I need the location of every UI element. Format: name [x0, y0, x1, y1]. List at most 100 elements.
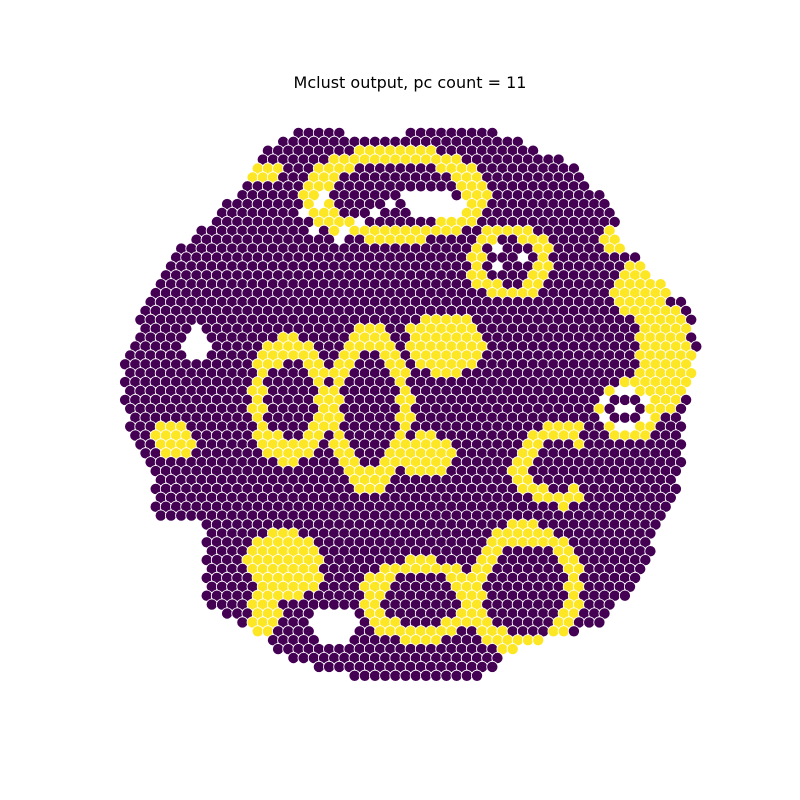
- spot-179: [435, 180, 448, 193]
- spot-1442: [669, 411, 682, 424]
- spot-1438: [618, 411, 631, 424]
- spot-1490: [603, 420, 616, 433]
- spot-208: [389, 189, 402, 202]
- spot-324: [608, 215, 621, 228]
- spot-524: [481, 260, 494, 273]
- spot-363: [603, 224, 616, 237]
- spot-1174: [685, 367, 698, 380]
- spot-4: [333, 126, 346, 139]
- spot-337: [328, 224, 341, 237]
- spot-2518: [302, 625, 315, 638]
- spot-2407: [618, 589, 631, 602]
- spot-2635: [419, 669, 432, 682]
- spot-849: [685, 313, 698, 326]
- scatter-points: [119, 126, 703, 682]
- spot-239: [394, 198, 407, 211]
- spot-404: [608, 233, 621, 246]
- spot-960: [170, 340, 183, 353]
- spot-176: [404, 180, 417, 193]
- spot-299: [343, 215, 356, 228]
- spot-1549: [669, 429, 682, 442]
- spot-1603: [675, 438, 688, 451]
- spot-2589: [287, 652, 300, 665]
- spot-2481: [598, 607, 611, 620]
- spot-2016: [654, 509, 667, 522]
- spot-854: [180, 322, 193, 335]
- spot-64: [527, 144, 540, 157]
- spot-1969: [175, 509, 188, 522]
- spot-178: [425, 180, 438, 193]
- spot-1330: [588, 393, 601, 406]
- spot-2588: [506, 643, 519, 656]
- spot-253: [598, 198, 611, 211]
- spot-435: [481, 242, 494, 255]
- spot-1864: [669, 482, 682, 495]
- spot-1967: [154, 509, 167, 522]
- spot-1278: [603, 384, 616, 397]
- spot-159: [573, 171, 586, 184]
- spot-2456: [302, 607, 315, 620]
- spot-1656: [669, 447, 682, 460]
- spot-2420: [328, 598, 341, 611]
- spot-37: [511, 135, 524, 148]
- spot-2149: [639, 536, 652, 549]
- spot-126: [567, 162, 580, 175]
- spot-1970: [185, 509, 198, 522]
- spot-2447: [603, 598, 616, 611]
- spot-1118: [680, 358, 693, 371]
- spot-232: [302, 198, 315, 211]
- spot-1968: [164, 509, 177, 522]
- spot-1709: [675, 456, 688, 469]
- spot-2632: [389, 669, 402, 682]
- chart-title: Mclust output, pc count = 11: [294, 73, 527, 92]
- spot-2448: [221, 607, 234, 620]
- spot-1333: [629, 393, 642, 406]
- spot-2545: [307, 634, 320, 647]
- spot-740: [675, 295, 688, 308]
- spot-2634: [409, 669, 422, 682]
- spot-177: [414, 180, 427, 193]
- spot-1008: [690, 340, 703, 353]
- spot-1761: [669, 465, 682, 478]
- spot-285: [603, 206, 616, 219]
- spot-2612: [333, 660, 346, 673]
- spot-1966: [659, 500, 672, 513]
- spot-2627: [486, 660, 499, 673]
- spot-2563: [522, 634, 535, 647]
- spot-2419: [317, 598, 330, 611]
- spot-2323: [629, 571, 642, 584]
- spot-1439: [629, 411, 642, 424]
- spot-636: [654, 278, 667, 291]
- spot-335: [297, 224, 310, 237]
- spot-2633: [399, 669, 412, 682]
- spot-586: [639, 269, 652, 282]
- spot-261: [287, 206, 300, 219]
- spot-2629: [358, 669, 371, 682]
- spot-267: [358, 206, 371, 219]
- spot-2538: [547, 625, 560, 638]
- spot-1390: [675, 402, 688, 415]
- spot-1062: [685, 349, 698, 362]
- spot-1332: [618, 393, 631, 406]
- spot-2630: [368, 669, 381, 682]
- spot-1230: [680, 376, 693, 389]
- spot-223: [593, 189, 606, 202]
- spot-2421: [338, 598, 351, 611]
- spot-2061: [649, 518, 662, 531]
- spot-538: [634, 260, 647, 273]
- spot-2610: [312, 660, 325, 673]
- spot-2638: [450, 669, 463, 682]
- spot-2590: [297, 652, 310, 665]
- spot-2540: [567, 625, 580, 638]
- spot-238: [374, 198, 387, 211]
- spot-1915: [664, 491, 677, 504]
- spot-2639: [460, 669, 473, 682]
- spot-1224: [618, 376, 631, 389]
- spot-2640: [470, 669, 483, 682]
- spot-687: [659, 287, 672, 300]
- spot-2565: [272, 643, 285, 656]
- spot-2564: [532, 634, 545, 647]
- spot-1385: [603, 402, 616, 415]
- spot-2511: [583, 616, 596, 629]
